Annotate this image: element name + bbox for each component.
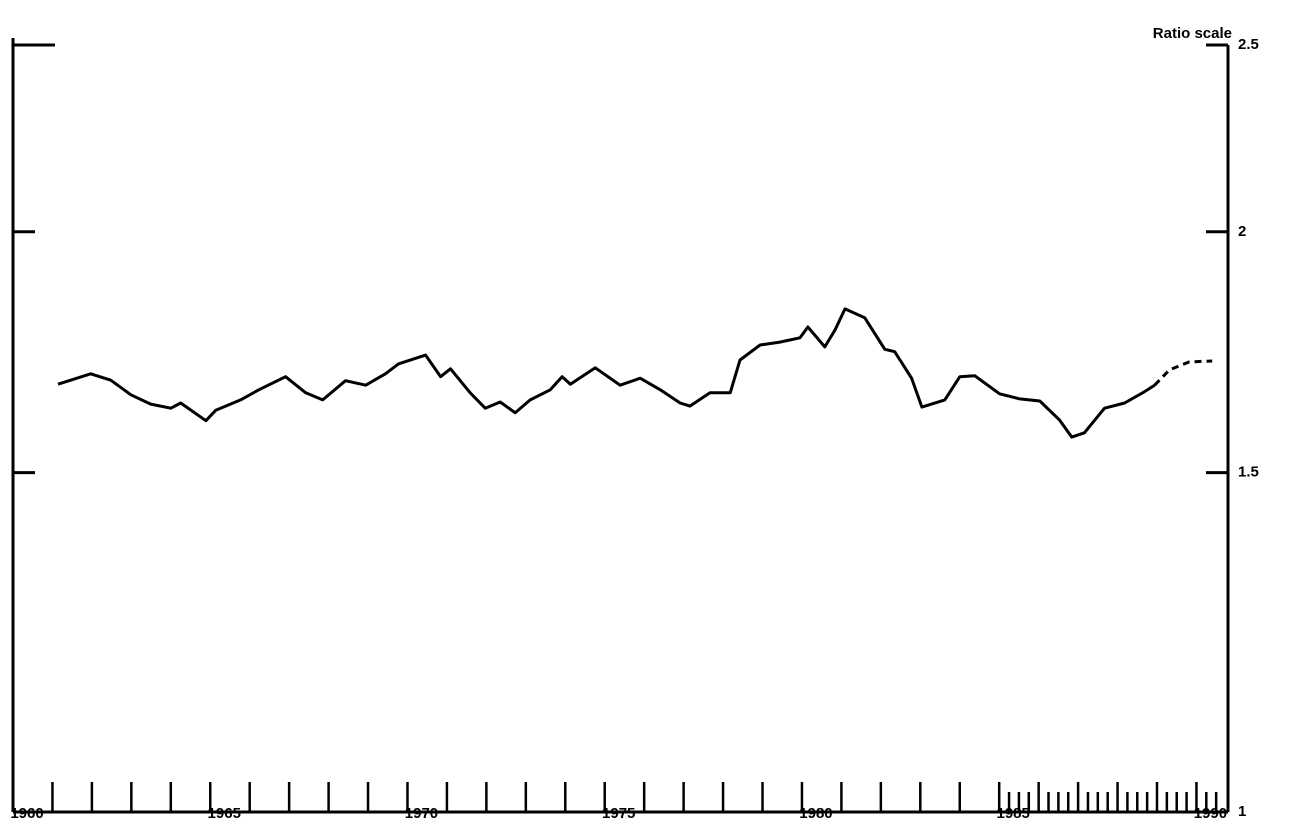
y-tick-label: 1.5 bbox=[1238, 464, 1259, 481]
x-tick-label: 1975 bbox=[602, 805, 635, 822]
line-dashed bbox=[1153, 359, 1213, 387]
x-tick-label: 1965 bbox=[208, 805, 241, 822]
y-tick-label: 2.5 bbox=[1238, 36, 1259, 53]
y-tick-label: 1 bbox=[1238, 803, 1246, 820]
x-tick-label: 1990 bbox=[1194, 805, 1227, 822]
x-tick-label: 1970 bbox=[405, 805, 438, 822]
x-tick-label: 1980 bbox=[799, 805, 832, 822]
line-solid bbox=[57, 307, 1156, 439]
y-tick-label: 2 bbox=[1238, 223, 1246, 240]
x-tick-label: 1985 bbox=[997, 805, 1030, 822]
x-tick-label: 1960 bbox=[10, 805, 43, 822]
y-axis-label: Ratio scale bbox=[1153, 25, 1232, 42]
